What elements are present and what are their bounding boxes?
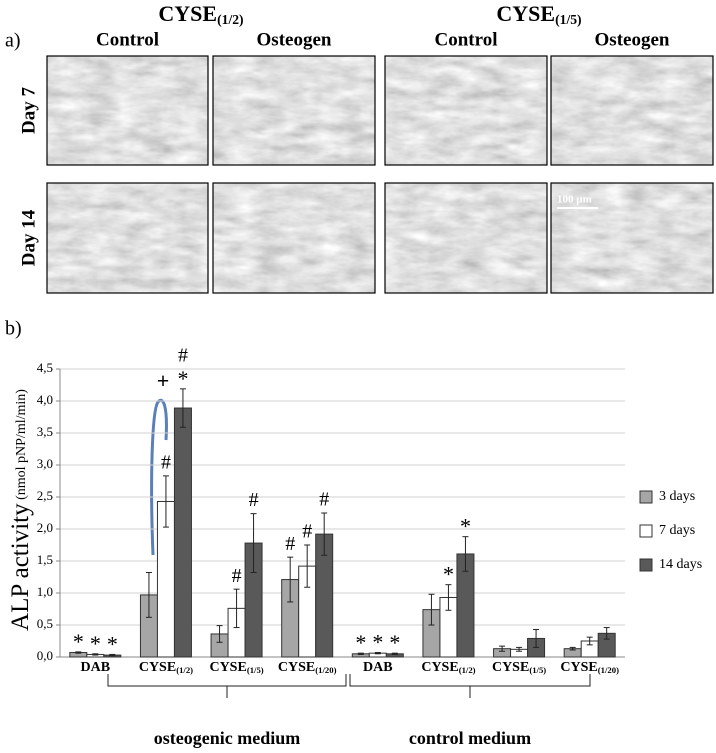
significance-marker: #: [249, 489, 259, 511]
x-tick-label: CYSE(1/2): [139, 660, 193, 675]
group-title: CYSE(1/2): [158, 1, 243, 28]
micrograph-border: [212, 182, 376, 294]
significance-marker: *: [107, 631, 118, 656]
annotation: +: [157, 368, 170, 393]
y-tick-label: 4,5: [37, 360, 53, 375]
significance-marker: #: [232, 565, 242, 587]
legend-label: 14 days: [659, 557, 702, 572]
y-tick-label: 0,5: [37, 616, 53, 631]
significance-marker: *: [443, 562, 454, 587]
bracket: [349, 674, 591, 698]
bar: [173, 407, 192, 658]
micrograph-border: [212, 55, 376, 166]
micrograph: [384, 182, 548, 294]
column-title: Control: [96, 29, 159, 50]
legend-label: 3 days: [659, 489, 695, 504]
micrograph-border: [550, 55, 714, 166]
legend-swatch: [639, 490, 653, 504]
micrograph-border: [46, 55, 209, 166]
legend-swatch: [639, 558, 653, 572]
y-axis-unit: (nmol pNP/ml/min): [14, 389, 29, 504]
significance-marker: #: [319, 489, 329, 511]
panel-label: b): [5, 318, 22, 340]
x-tick-label: CYSE(1/2): [421, 660, 475, 675]
y-tick-label: 2,5: [37, 488, 53, 503]
y-tick-label: 2,0: [37, 520, 53, 535]
significance-marker: *: [372, 630, 383, 655]
micrograph: [46, 182, 209, 294]
significance-marker: #: [161, 451, 171, 473]
y-axis-label: ALP activity (nmol pNP/ml/min): [7, 389, 34, 631]
y-tick-label: 0,0: [37, 648, 53, 663]
significance-marker: *: [177, 366, 188, 391]
bracket: [107, 674, 347, 698]
significance-marker: #: [285, 533, 295, 555]
x-tick-label: CYSE(1/5): [492, 660, 546, 675]
y-tick-label: 3,0: [37, 456, 53, 471]
column-title: Osteogen: [257, 29, 332, 50]
significance-marker: *: [389, 630, 400, 655]
significance-marker: *: [73, 629, 84, 654]
micrograph: [212, 55, 376, 166]
x-tick-label: CYSE(1/20): [560, 660, 619, 675]
micrograph-border: [384, 55, 548, 166]
group-label: osteogenic medium: [154, 728, 300, 748]
legend-label: 7 days: [659, 523, 695, 538]
x-tick-label: CYSE(1/20): [278, 660, 337, 675]
x-tick-label: CYSE(1/5): [209, 660, 263, 675]
arrow: [150, 398, 168, 556]
panel-label: a): [5, 30, 21, 52]
legend-swatch: [639, 524, 653, 538]
column-title: Control: [435, 29, 498, 50]
y-tick-label: 4,0: [37, 392, 53, 407]
x-tick-label: DAB: [363, 660, 393, 675]
significance-marker: #: [302, 521, 312, 543]
scale-bar-label: 100 µm: [557, 194, 592, 206]
significance-marker: *: [355, 630, 366, 655]
significance-marker: #: [178, 344, 188, 366]
micrograph: [212, 182, 376, 294]
micrograph-border: [550, 182, 714, 294]
group-title: CYSE(1/5): [496, 1, 581, 28]
y-tick-label: 1,0: [37, 584, 53, 599]
group-label: control medium: [409, 728, 531, 748]
micrograph-border: [384, 182, 548, 294]
micrograph: [384, 55, 548, 166]
micrographs: CYSE(1/2)Control OsteogenCYSE(1/5)Control…: [18, 1, 714, 294]
column-title: Osteogen: [595, 29, 670, 50]
row-label: Day 14: [18, 209, 39, 266]
micrograph: [550, 55, 714, 166]
y-tick-label: 3,5: [37, 424, 53, 439]
y-axis-title: ALP activity: [7, 503, 34, 631]
y-tick-label: 1,5: [37, 552, 53, 567]
significance-marker: *: [90, 631, 101, 656]
micrograph-border: [46, 182, 209, 294]
x-tick-label: DAB: [81, 660, 111, 675]
row-label: Day 7: [18, 87, 39, 134]
micrograph: [46, 55, 209, 166]
significance-marker: *: [460, 514, 471, 539]
